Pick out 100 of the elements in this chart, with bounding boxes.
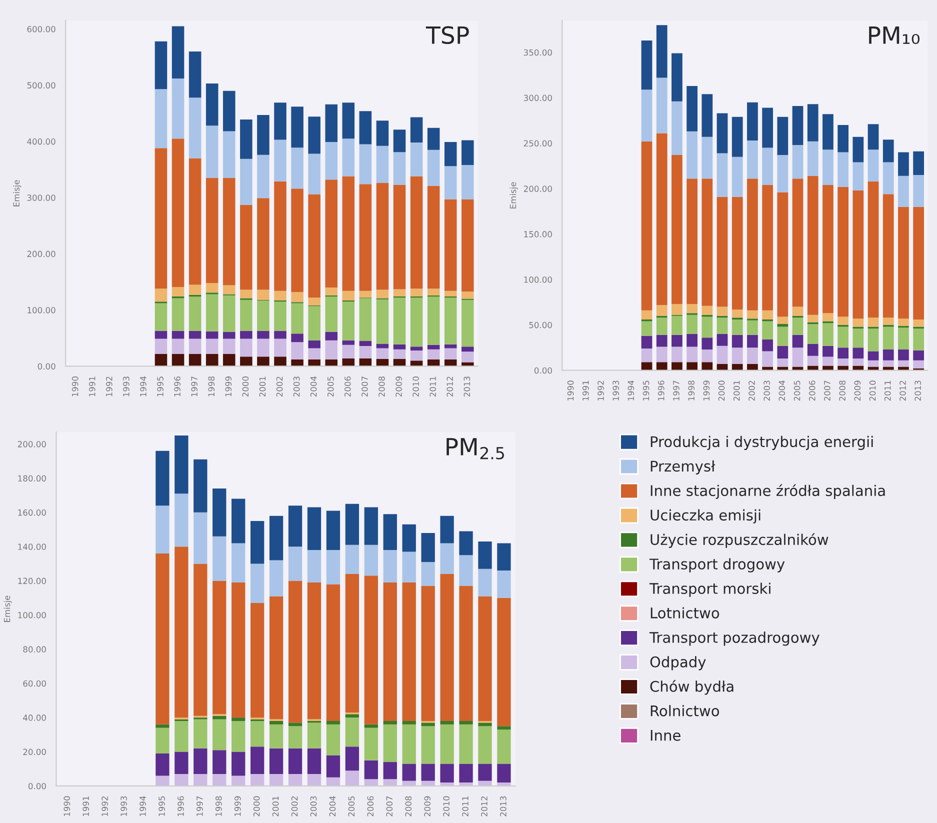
bar bbox=[777, 155, 788, 192]
bar bbox=[257, 154, 270, 198]
bar bbox=[250, 721, 264, 747]
bar bbox=[777, 192, 788, 317]
bar bbox=[777, 116, 788, 156]
x-tick-label: 1995 bbox=[642, 380, 650, 400]
y-tick-label: 180.00 bbox=[18, 475, 46, 482]
bar bbox=[410, 350, 423, 361]
bar bbox=[427, 128, 440, 150]
bar bbox=[427, 186, 440, 289]
bar bbox=[326, 777, 340, 786]
bar bbox=[172, 286, 184, 297]
x-tick-label: 2007 bbox=[362, 376, 368, 397]
bar bbox=[716, 334, 728, 346]
bar bbox=[206, 283, 218, 293]
bar bbox=[188, 284, 202, 295]
x-tick-label: 1999 bbox=[234, 796, 241, 816]
bar bbox=[747, 140, 758, 179]
bar bbox=[732, 196, 743, 310]
bar bbox=[702, 306, 713, 315]
bar bbox=[174, 774, 188, 786]
bar bbox=[232, 543, 246, 583]
bar bbox=[838, 125, 849, 152]
bar bbox=[732, 319, 743, 335]
bar bbox=[383, 550, 397, 583]
bar bbox=[174, 494, 188, 547]
bar bbox=[913, 328, 924, 350]
bar bbox=[194, 512, 208, 564]
bar bbox=[188, 354, 202, 366]
bar bbox=[291, 148, 304, 189]
bar bbox=[656, 78, 668, 134]
legend-label: Transport morski bbox=[649, 582, 770, 597]
bar bbox=[762, 108, 773, 148]
bar bbox=[359, 340, 372, 346]
bar bbox=[459, 764, 473, 783]
legend-label: Inne stacjonarne źródła spalania bbox=[650, 484, 885, 499]
bar bbox=[762, 310, 773, 320]
x-tick-label: 2003 bbox=[293, 376, 300, 397]
x-tick-label: 2000 bbox=[242, 376, 249, 397]
bar bbox=[156, 450, 170, 506]
bar bbox=[444, 166, 457, 200]
bar bbox=[672, 53, 682, 102]
bar bbox=[882, 194, 894, 318]
bar bbox=[194, 748, 208, 774]
bar bbox=[342, 102, 355, 139]
bar bbox=[898, 360, 909, 367]
y-tick-label: 100.00 bbox=[18, 612, 46, 618]
bar bbox=[172, 330, 184, 339]
bar bbox=[174, 721, 188, 752]
x-tick-label: 1992 bbox=[102, 796, 108, 816]
bar bbox=[852, 358, 864, 366]
bar bbox=[702, 362, 713, 370]
bar bbox=[194, 774, 208, 786]
bar bbox=[444, 348, 457, 360]
bar bbox=[762, 351, 773, 367]
bar bbox=[288, 726, 302, 748]
bar bbox=[656, 304, 668, 316]
bar bbox=[269, 560, 284, 596]
bar bbox=[747, 334, 758, 348]
bar bbox=[459, 782, 473, 786]
bar bbox=[913, 151, 924, 176]
bar bbox=[716, 113, 728, 154]
x-tick-label: 1998 bbox=[215, 796, 222, 816]
bar bbox=[497, 598, 511, 726]
bar bbox=[762, 339, 773, 352]
x-tick-label: 1999 bbox=[703, 380, 710, 400]
bar bbox=[393, 130, 406, 152]
bar bbox=[274, 330, 286, 339]
bar bbox=[288, 748, 302, 774]
x-tick-label: 2001 bbox=[272, 796, 279, 816]
bar bbox=[913, 350, 924, 360]
x-tick-label: 1998 bbox=[208, 376, 215, 396]
bar bbox=[307, 507, 322, 550]
bar bbox=[326, 721, 340, 724]
x-tick-label: 2006 bbox=[367, 796, 374, 816]
x-tick-label: 1995 bbox=[157, 376, 164, 396]
bar bbox=[206, 84, 218, 126]
bar bbox=[240, 330, 252, 339]
bar bbox=[641, 362, 652, 370]
x-tick-label: 1990 bbox=[567, 380, 574, 400]
x-tick-label: 1996 bbox=[658, 380, 664, 400]
bar bbox=[716, 196, 728, 307]
bar bbox=[288, 580, 302, 723]
bar bbox=[232, 498, 246, 544]
bar bbox=[497, 570, 511, 598]
bar bbox=[913, 319, 924, 327]
bar bbox=[686, 86, 698, 132]
x-tick-label: 2009 bbox=[396, 376, 402, 397]
y-tick-label: 60.00 bbox=[23, 680, 46, 687]
bar bbox=[440, 721, 454, 724]
bar bbox=[898, 328, 909, 350]
bar bbox=[882, 318, 894, 325]
bar bbox=[440, 574, 454, 721]
bar bbox=[156, 724, 170, 728]
bar bbox=[307, 722, 322, 748]
bar bbox=[274, 338, 286, 357]
bar bbox=[274, 140, 286, 182]
bar bbox=[325, 340, 338, 360]
bar bbox=[393, 184, 406, 290]
x-tick-label: 2000 bbox=[253, 796, 260, 816]
